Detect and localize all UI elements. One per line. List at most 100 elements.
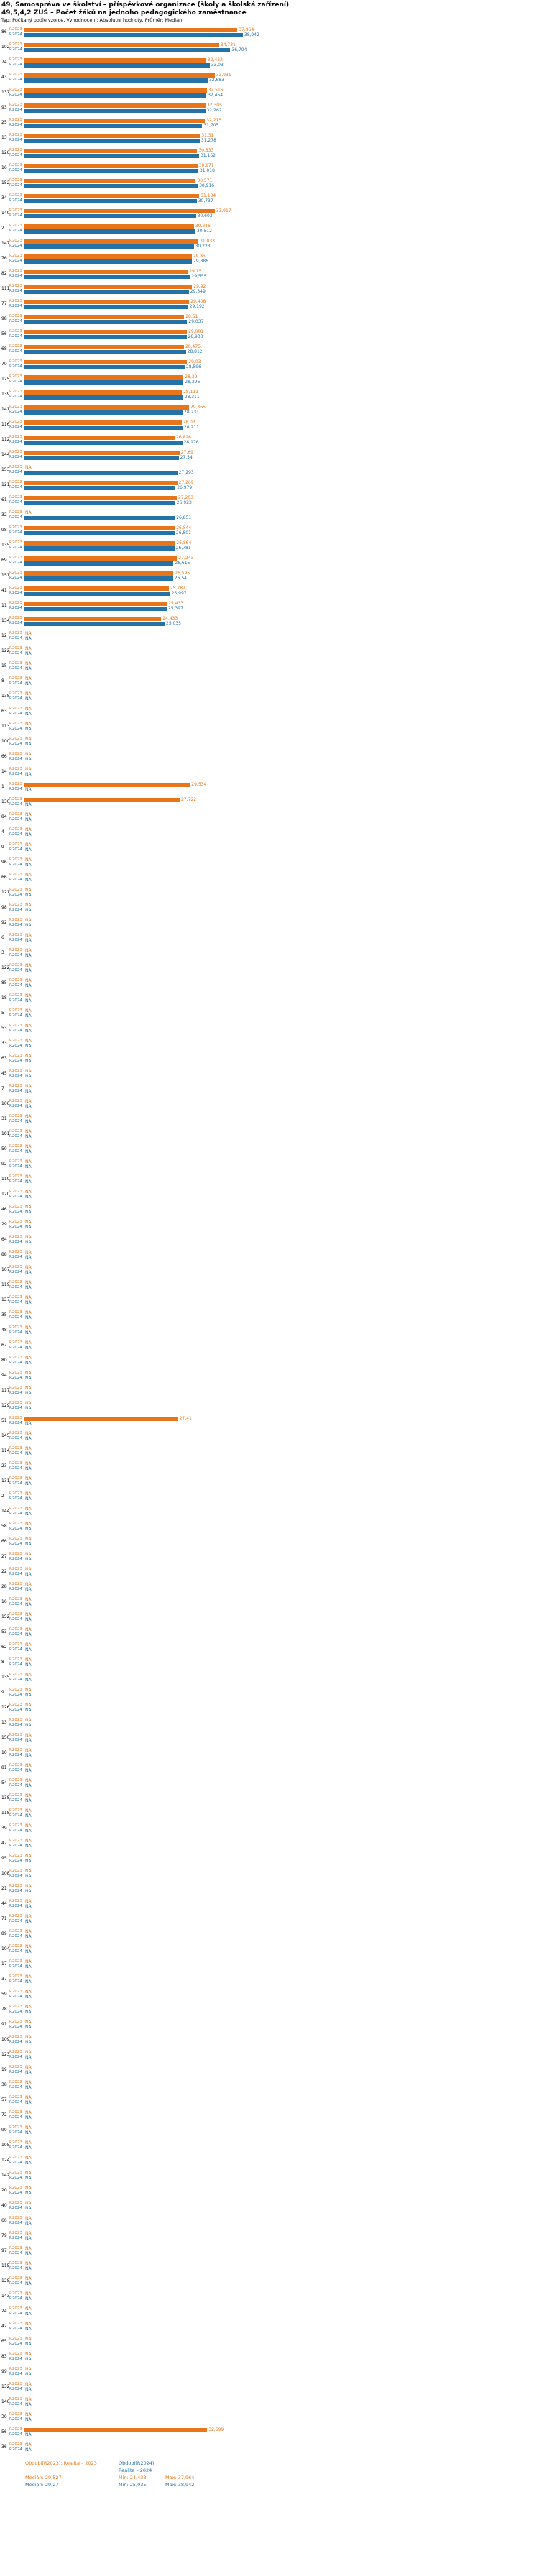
bar-r2023[interactable] [24, 133, 201, 138]
bar-r2024[interactable] [24, 289, 189, 294]
bar-line-r2024: R2024 NA [9, 2130, 539, 2135]
bar-r2023[interactable] [24, 495, 177, 500]
bar-r2024[interactable] [24, 395, 183, 400]
bar-r2024[interactable] [24, 168, 198, 173]
bar-r2023[interactable] [24, 73, 215, 78]
bar-r2024[interactable] [24, 123, 203, 128]
bar-r2024[interactable] [24, 591, 170, 596]
bar-r2023[interactable] [24, 27, 238, 32]
bar-r2023[interactable] [24, 1416, 178, 1421]
bar-r2024[interactable] [24, 500, 175, 505]
bar-value-label: 25,997 [171, 591, 187, 596]
bar-r2024[interactable] [24, 561, 174, 566]
bar-r2023[interactable] [24, 616, 162, 621]
chart-row: 104 R2023 NA R2024 NA [0, 1944, 539, 1954]
bar-r2024[interactable] [24, 304, 188, 309]
chart-row: 37 R2023 NA R2024 NA [0, 1974, 539, 1984]
row-id-label: 5 [1, 1011, 4, 1016]
bar-r2023[interactable] [24, 450, 180, 455]
bar-r2023[interactable] [24, 556, 178, 561]
bar-r2024[interactable] [24, 319, 188, 324]
bar-r2023[interactable] [24, 118, 206, 123]
bar-r2023[interactable] [24, 435, 175, 440]
bar-r2023[interactable] [24, 571, 174, 576]
bar-r2023[interactable] [24, 329, 188, 334]
bar-line-r2023: R2023 NA [9, 2080, 539, 2085]
bar-r2023[interactable] [24, 405, 189, 410]
bar-r2023[interactable] [24, 374, 184, 380]
bar-r2024[interactable] [24, 183, 198, 188]
bar-r2023[interactable] [24, 58, 206, 63]
bar-line-r2024: R2024 NA [9, 1904, 539, 1909]
bar-r2024[interactable] [24, 576, 173, 581]
bar-r2023[interactable] [24, 103, 206, 108]
bar-r2023[interactable] [24, 480, 178, 485]
period-tick-label: R2024 [9, 802, 22, 806]
bar-r2024[interactable] [24, 32, 243, 37]
bar-r2024[interactable] [24, 515, 175, 520]
bar-r2024[interactable] [24, 606, 167, 611]
bar-r2023[interactable] [24, 148, 198, 153]
bar-r2024[interactable] [24, 364, 185, 369]
bar-value-na: NA [25, 1657, 32, 1662]
bar-r2024[interactable] [24, 108, 206, 113]
bar-r2023[interactable] [24, 782, 190, 787]
bar-r2023[interactable] [24, 299, 190, 304]
row-bar-pair: R2023 NA R2024 NA [9, 1657, 539, 1668]
bar-r2023[interactable] [24, 797, 180, 802]
bar-r2024[interactable] [24, 349, 186, 354]
bar-r2023[interactable] [24, 88, 207, 93]
bar-r2023[interactable] [24, 586, 169, 591]
bar-r2023[interactable] [24, 178, 196, 183]
bar-r2024[interactable] [24, 425, 183, 430]
bar-r2023[interactable] [24, 224, 194, 229]
bar-r2023[interactable] [24, 42, 219, 47]
bar-r2023[interactable] [24, 601, 167, 606]
bar-r2024[interactable] [24, 244, 194, 249]
bar-r2024[interactable] [24, 621, 165, 626]
bar-r2023[interactable] [24, 314, 185, 319]
bar-r2024[interactable] [24, 530, 175, 535]
bar-r2023[interactable] [24, 254, 192, 259]
bar-r2024[interactable] [24, 78, 208, 83]
bar-value-na: NA [25, 722, 32, 727]
bar-r2023[interactable] [24, 359, 188, 364]
bar-r2024[interactable] [24, 138, 200, 143]
bar-r2023[interactable] [24, 208, 215, 213]
bar-r2023[interactable] [24, 420, 182, 425]
bar-value-na: NA [25, 2216, 32, 2221]
bar-r2023[interactable] [24, 390, 183, 395]
bar-r2024[interactable] [24, 93, 207, 98]
bar-r2024[interactable] [24, 485, 176, 490]
bar-value-na: NA [25, 1159, 32, 1164]
bar-r2024[interactable] [24, 47, 231, 52]
bar-r2024[interactable] [24, 229, 195, 234]
bar-r2023[interactable] [24, 163, 198, 168]
bar-r2024[interactable] [24, 410, 183, 415]
bar-r2024[interactable] [24, 334, 187, 339]
bar-r2024[interactable] [24, 198, 197, 203]
bar-r2024[interactable] [24, 153, 199, 158]
bar-r2023[interactable] [24, 269, 188, 274]
bar-r2023[interactable] [24, 2427, 208, 2432]
bar-line-r2023: R2023 NA [9, 1854, 539, 1859]
bar-r2023[interactable] [24, 540, 175, 546]
bar-r2024[interactable] [24, 380, 184, 385]
bar-r2023[interactable] [24, 284, 193, 289]
bar-r2024[interactable] [24, 274, 190, 279]
bar-r2024[interactable] [24, 63, 210, 68]
row-id-label: 88 [1, 1252, 7, 1257]
row-bar-pair: R2023 33,931 R2024 32,683 [9, 73, 539, 83]
bar-r2024[interactable] [24, 546, 175, 551]
bar-line-r2024: R2024 NA [9, 1029, 539, 1034]
bar-r2024[interactable] [24, 470, 178, 475]
bar-r2024[interactable] [24, 455, 179, 460]
bar-r2023[interactable] [24, 344, 184, 349]
bar-r2023[interactable] [24, 193, 200, 198]
bar-chart: 86 R2023 37,964 R2024 38,942 102 R2023 34,731 R2… [0, 27, 539, 2452]
bar-r2024[interactable] [24, 213, 196, 218]
bar-r2024[interactable] [24, 259, 192, 264]
bar-r2024[interactable] [24, 440, 183, 445]
bar-r2023[interactable] [24, 239, 198, 244]
bar-r2023[interactable] [24, 525, 175, 530]
